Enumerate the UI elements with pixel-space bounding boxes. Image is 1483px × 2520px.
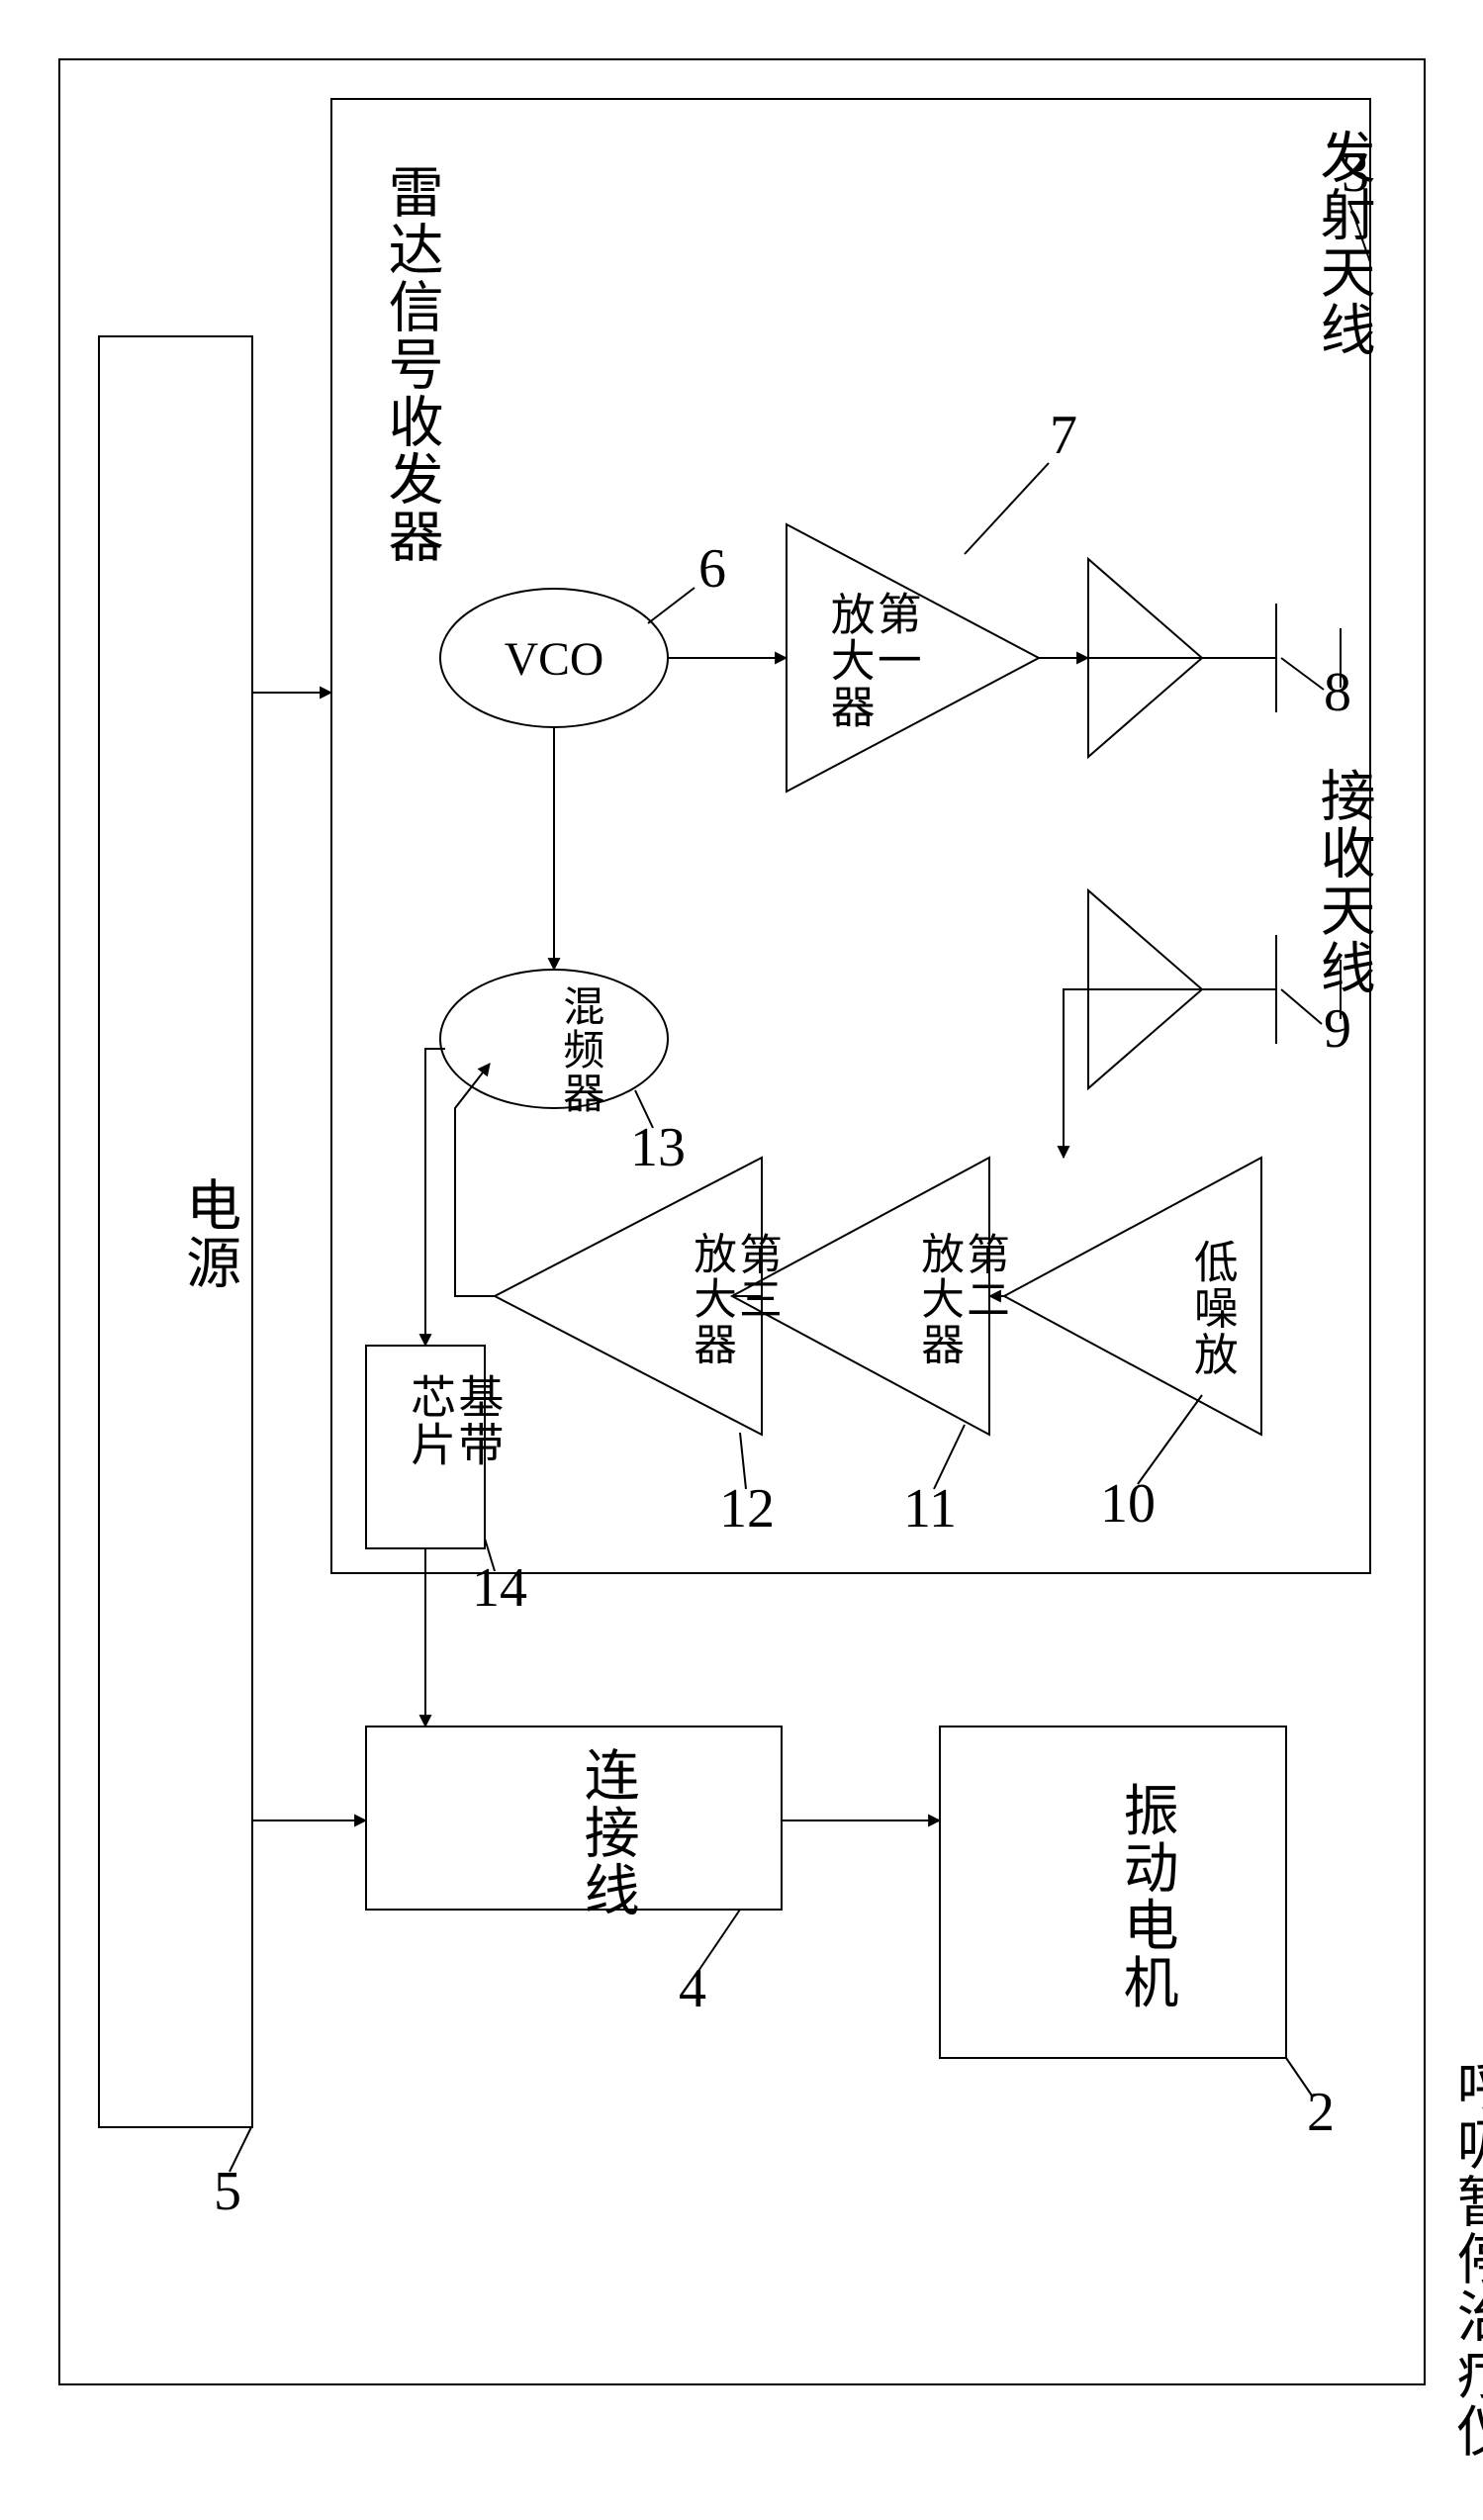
vco-label: VCO [505,634,604,686]
edge-4 [1064,989,1088,1158]
ref-4: 4 [679,1958,706,2019]
ref-13: 13 [630,1117,686,1178]
ref-lead [648,588,695,623]
ref-2: 2 [1307,2082,1335,2143]
amp2-label: 第二放大器 [914,1232,1008,1367]
baseband-label: 基带芯片 [405,1373,503,1468]
power-label: 电源 [178,1176,239,1291]
motor-block [940,1727,1286,2058]
ref-8: 8 [1324,662,1351,723]
ref-lead [1281,658,1324,690]
ref-10: 10 [1100,1473,1156,1535]
transceiver-label: 雷达信号收发器 [380,163,442,565]
ref-9: 9 [1324,998,1351,1060]
motor-label: 振动电机 [1115,1782,1177,2011]
conn-label: 连接线 [576,1746,638,1918]
conn-block [366,1727,782,1910]
device-title: 呼吸暂停治疗仪 [1448,2058,1483,2460]
ref-lead [1138,1395,1202,1484]
rx-antenna-label: 接收天线 [1312,767,1374,996]
amp3-label: 第三放大器 [687,1232,781,1367]
device-frame [59,59,1425,2384]
ref-11: 11 [903,1478,957,1540]
mixer-block [440,970,668,1108]
ref-5: 5 [214,2161,241,2222]
ref-7: 7 [1050,405,1077,466]
lna-label: 低噪放 [1187,1239,1238,1377]
ref-6: 6 [698,538,726,600]
ref-12: 12 [719,1478,775,1540]
tx-antenna-label: 发射天线 [1312,129,1374,358]
ref-lead [965,463,1049,554]
edge-9 [425,1049,445,1346]
ref-14: 14 [472,1557,527,1619]
amp1-label: 第一放大器 [824,591,920,729]
edge-7 [455,1064,495,1296]
mixer-label: 混频器 [557,984,603,1115]
